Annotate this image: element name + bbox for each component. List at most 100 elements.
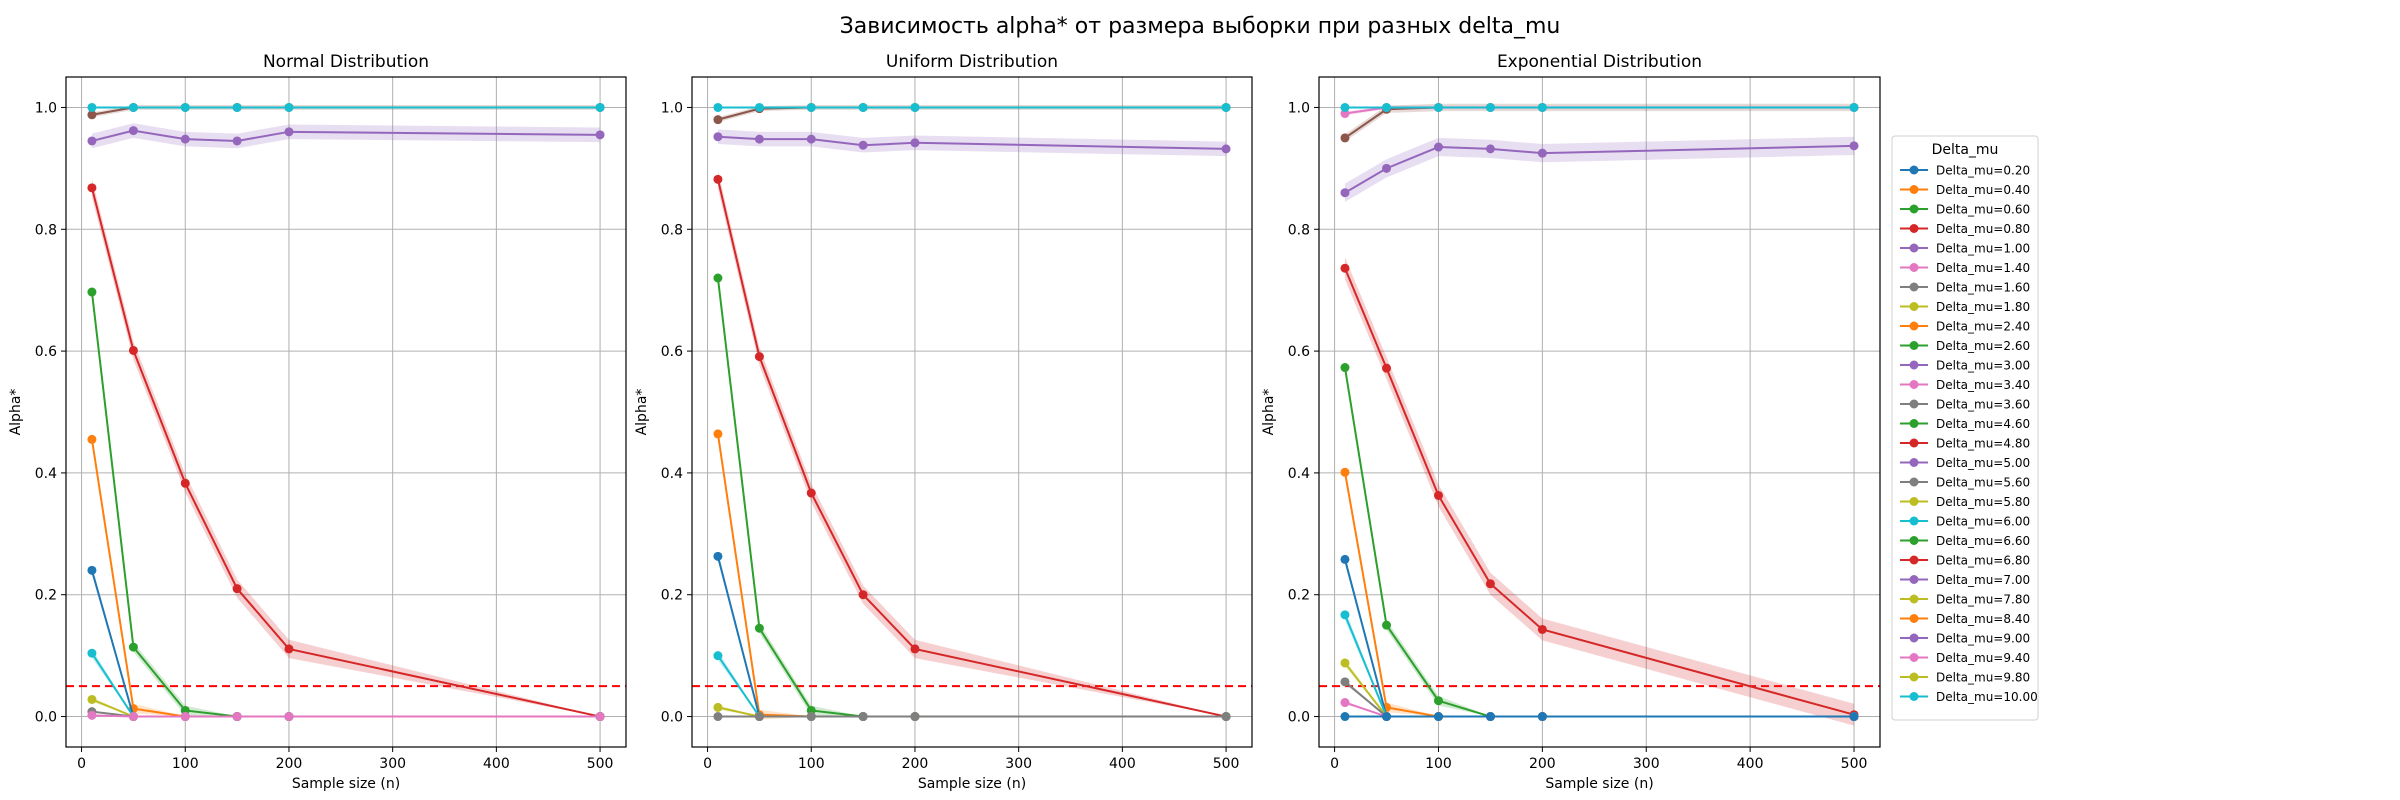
axes-frame (1318, 76, 1881, 748)
legend-marker (1909, 477, 1919, 487)
legend-item: Delta_mu=7.80 (1900, 593, 2030, 607)
legend-marker (1909, 497, 1919, 506)
legend-marker (1909, 224, 1919, 233)
y-axis-label: Alpha* (1261, 389, 1277, 436)
data-point (1340, 610, 1350, 620)
legend-label: Delta_mu=3.00 (1936, 359, 2030, 373)
series-5 (87, 565, 605, 722)
legend-item: Delta_mu=7.00 (1900, 573, 2030, 587)
legend-marker (1909, 458, 1919, 467)
data-point (713, 174, 723, 184)
legend-marker (1909, 282, 1919, 292)
chart-panel-2: 0 100 200 300 400 500 0.0 0.2 0.4 0.6 0.8 1.0 Unifor… (634, 52, 1253, 792)
data-point (1382, 163, 1392, 173)
legend-marker (1909, 516, 1919, 526)
data-point (1537, 148, 1547, 158)
legend-marker (1909, 575, 1919, 584)
axes-frame (691, 76, 1253, 748)
legend-item: Delta_mu=1.40 (1900, 261, 2030, 275)
data-point (1433, 696, 1443, 706)
legend-item: Delta_mu=1.00 (1900, 242, 2030, 256)
series-9 (87, 710, 605, 722)
confidence-band (717, 105, 1227, 123)
data-point (1340, 188, 1350, 198)
data-point (128, 642, 138, 652)
chart-panels: 0 100 200 300 400 500 0.0 0.2 0.4 0.6 0.8 1.0 Normal… (8, 52, 1881, 792)
series-1 (713, 129, 1231, 157)
data-point (1340, 658, 1350, 668)
legend-marker (1909, 692, 1919, 701)
series-5 (713, 551, 1231, 722)
data-point (858, 712, 868, 722)
legend-marker (1909, 614, 1919, 623)
series-line (716, 556, 1227, 718)
legend-marker (1909, 204, 1919, 214)
data-point (910, 712, 920, 722)
x-tick-label: 400 (1737, 756, 1764, 772)
y-tick-label: 0.4 (661, 466, 683, 482)
y-tick-label: 0.0 (661, 710, 683, 726)
x-tick-label: 500 (1213, 756, 1240, 772)
data-point (858, 140, 868, 150)
data-point (128, 712, 138, 722)
legend-item: Delta_mu=5.00 (1900, 456, 2030, 470)
y-tick-label: 0.8 (1288, 222, 1310, 238)
data-point (1485, 144, 1495, 154)
data-point (180, 712, 190, 722)
data-point (1433, 142, 1443, 152)
legend-item: Delta_mu=5.80 (1900, 495, 2030, 509)
data-point (232, 102, 242, 112)
legend-item: Delta_mu=6.00 (1900, 515, 2030, 529)
x-tick-label: 500 (587, 756, 614, 772)
x-tick-label: 0 (77, 756, 86, 772)
legend-label: Delta_mu=8.40 (1936, 612, 2030, 626)
y-tick-label: 0.8 (35, 222, 57, 238)
confidence-band (717, 129, 1227, 157)
confidence-band (1344, 136, 1855, 202)
legend-label: Delta_mu=6.00 (1936, 515, 2030, 529)
legend-label: Delta_mu=5.80 (1936, 495, 2030, 509)
data-point (713, 551, 723, 561)
data-point (1340, 712, 1350, 722)
legend-item: Delta_mu=0.80 (1900, 222, 2030, 236)
legend-item: Delta_mu=10.00 (1900, 690, 2038, 704)
data-point (713, 273, 723, 283)
data-point (1340, 363, 1350, 373)
legend-label: Delta_mu=0.80 (1936, 222, 2030, 236)
axes-frame (65, 76, 627, 748)
legend-item: Delta_mu=1.80 (1900, 300, 2030, 314)
data-point (87, 183, 97, 193)
y-tick-label: 0.0 (35, 710, 57, 726)
data-point (754, 352, 764, 362)
data-point (128, 345, 138, 355)
data-point (713, 132, 723, 142)
series-2 (87, 178, 605, 722)
legend-label: Delta_mu=0.40 (1936, 183, 2030, 197)
data-point (1340, 102, 1350, 112)
legend-item: Delta_mu=9.00 (1900, 632, 2030, 646)
data-point (858, 102, 868, 112)
confidence-band (91, 123, 601, 149)
legend-label: Delta_mu=1.60 (1936, 281, 2030, 295)
legend-label: Delta_mu=4.60 (1936, 417, 2030, 431)
figure-title: Зависимость alpha* от размера выборки пр… (840, 14, 1561, 39)
legend-marker (1909, 380, 1919, 389)
legend-item: Delta_mu=0.60 (1900, 203, 2030, 217)
confidence-band (1344, 103, 1855, 142)
legend-item: Delta_mu=6.80 (1900, 554, 2030, 568)
confidence-band (717, 170, 1227, 717)
legend-label: Delta_mu=2.40 (1936, 320, 2030, 334)
panel-title: Exponential Distribution (1497, 52, 1702, 72)
x-tick-label: 100 (798, 756, 825, 772)
legend-marker (1909, 653, 1919, 662)
y-tick-label: 1.0 (35, 100, 57, 116)
legend-item: Delta_mu=9.80 (1900, 671, 2030, 685)
series-7 (713, 702, 1231, 722)
legend-item: Delta_mu=5.60 (1900, 476, 2030, 490)
panel-title: Normal Distribution (263, 52, 429, 72)
data-point (713, 429, 723, 439)
series-line (90, 439, 601, 718)
y-axis-label: Alpha* (634, 389, 650, 436)
legend-item: Delta_mu=2.60 (1900, 339, 2030, 353)
